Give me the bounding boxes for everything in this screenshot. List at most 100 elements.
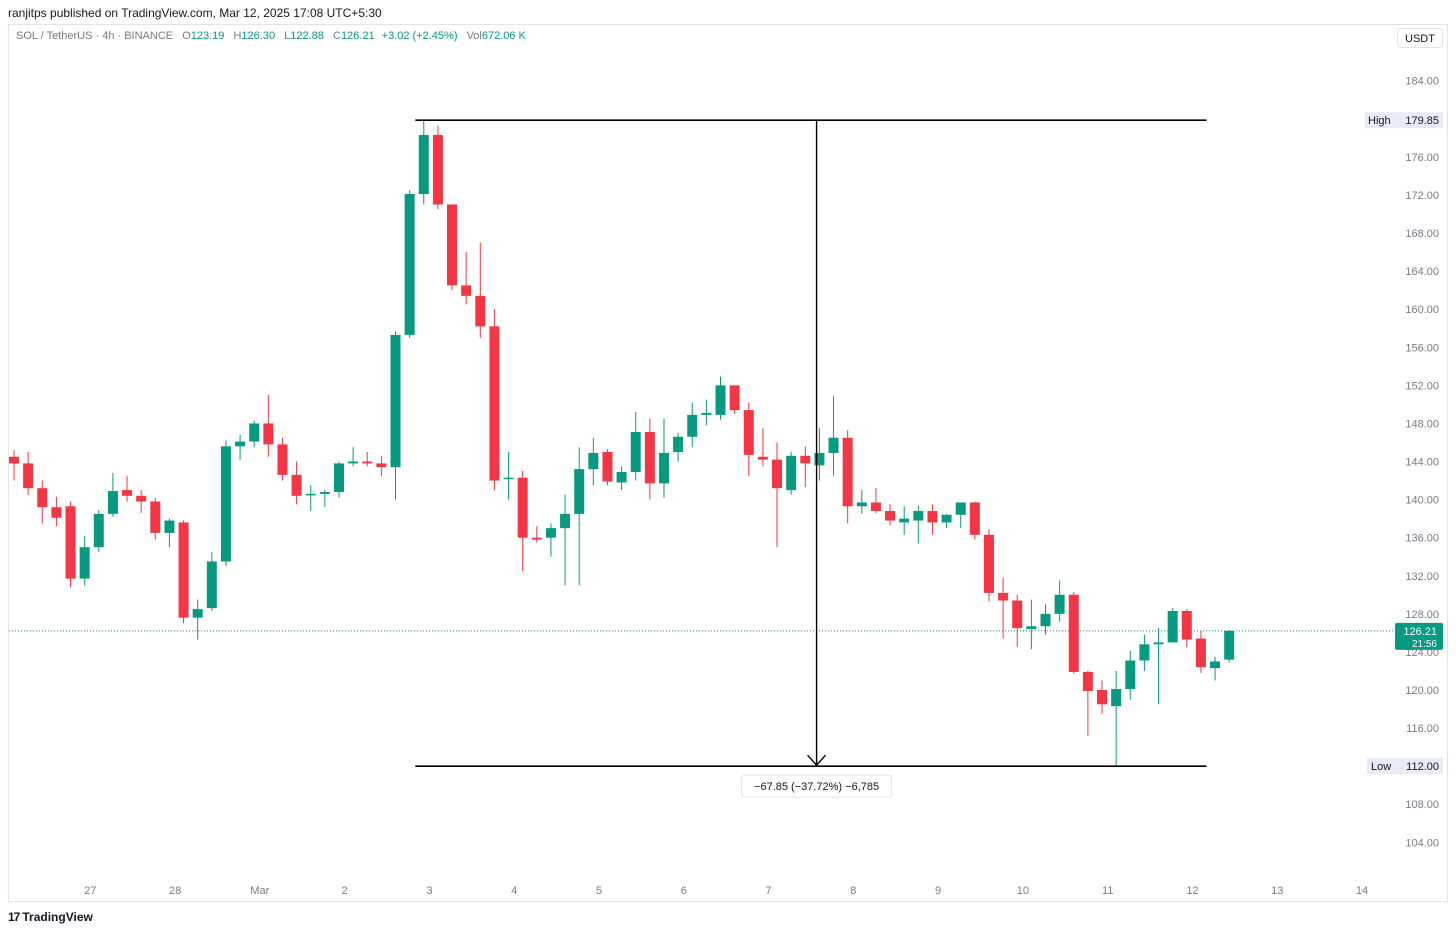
candle-body [630, 432, 641, 472]
candle-body [687, 414, 698, 437]
candle-body [729, 385, 740, 411]
candle-body [870, 502, 881, 512]
candle-body [772, 459, 783, 489]
tradingview-logo-icon: 17 [8, 910, 20, 924]
x-tick-label: 5 [596, 885, 602, 897]
current-price-tag [1395, 622, 1443, 650]
y-tick-label: 136.00 [1405, 533, 1439, 545]
candle-body [828, 437, 839, 453]
candle-body [37, 488, 48, 508]
candle-body [122, 490, 133, 496]
candle-body [574, 469, 585, 514]
candle-body [206, 561, 217, 609]
candle-body [531, 537, 542, 540]
candle-body [658, 452, 669, 484]
candle-body [616, 471, 627, 483]
high-value: 179.85 [1405, 115, 1439, 127]
tradingview-footer[interactable]: 17 TradingView [8, 910, 93, 924]
candle-body [1012, 600, 1023, 629]
publisher-line: ranjitps published on TradingView.com, M… [8, 6, 382, 20]
low-label: Low [1371, 761, 1391, 773]
y-tick-label: 148.00 [1405, 418, 1439, 430]
candle-body [503, 477, 514, 480]
price-range-measure[interactable]: −67.85 (−37.72%) −6,785 [415, 119, 1207, 798]
y-tick-label: 120.00 [1405, 685, 1439, 697]
y-tick-label: 104.00 [1405, 837, 1439, 849]
candle-body [941, 514, 952, 523]
low-value: 122.88 [290, 30, 324, 42]
x-tick-label: 14 [1356, 885, 1368, 897]
measure-label-box [741, 774, 893, 798]
candle-body [1111, 689, 1122, 707]
y-tick-label: 156.00 [1405, 342, 1439, 354]
open-value: 123.19 [190, 30, 225, 42]
x-tick-label: 12 [1186, 885, 1198, 897]
x-tick-label: Mar [250, 885, 269, 897]
candle-body [220, 446, 231, 562]
chart-frame [8, 24, 1448, 902]
x-tick-label: 4 [511, 885, 517, 897]
candle-body [1224, 630, 1235, 660]
candle-body [235, 441, 246, 447]
symbol-label[interactable]: SOL / TetherUS · 4h · BINANCE [16, 30, 174, 42]
candle-body [362, 461, 373, 464]
price-axis: 184.00 176.00 172.00 168.00 164.00 160.00 156.… [1405, 76, 1439, 850]
candle-body [743, 410, 754, 455]
y-tick-label: 140.00 [1405, 495, 1439, 507]
bar-countdown: 21:56 [1412, 639, 1437, 650]
y-tick-label: 176.00 [1405, 152, 1439, 164]
candle-body [588, 452, 599, 470]
y-tick-label: 144.00 [1405, 457, 1439, 469]
y-tick-label: 152.00 [1405, 380, 1439, 392]
candle-body [1153, 642, 1164, 645]
candle-body [277, 444, 288, 475]
candle-body [560, 513, 571, 529]
candles [9, 120, 1235, 767]
symbol-legend: SOL / TetherUS · 4h · BINANCE O123.19 H1… [16, 30, 526, 42]
y-tick-label: 124.00 [1405, 647, 1439, 659]
candle-body [885, 511, 896, 521]
y-tick-label: 116.00 [1406, 723, 1439, 735]
candle-body [1054, 594, 1065, 614]
open-label: O [182, 30, 191, 42]
candle-body [319, 491, 330, 494]
y-tick-label: 128.00 [1405, 609, 1439, 621]
candle-body [842, 437, 853, 507]
y-tick-label: 184.00 [1405, 76, 1439, 88]
candle-body [9, 456, 19, 464]
candle-body [1181, 610, 1192, 640]
candle-body [715, 385, 726, 415]
candle-body [913, 511, 924, 521]
currency-button[interactable]: USDT [1397, 28, 1443, 48]
candle-body [65, 506, 76, 579]
candle-body [249, 423, 260, 442]
y-tick-label: 132.00 [1405, 571, 1439, 583]
low-label-box [1367, 758, 1443, 775]
y-tick-label: 168.00 [1405, 228, 1439, 240]
y-tick-label: 172.00 [1405, 190, 1439, 202]
candle-body [969, 502, 980, 535]
candle-body [136, 495, 147, 502]
volume-value: 672.06 K [481, 30, 526, 42]
x-tick-label: 28 [169, 885, 181, 897]
brand-name: TradingView [22, 910, 93, 924]
high-label: High [1368, 115, 1391, 127]
change-value: +3.02 (+2.45%) [381, 30, 458, 42]
candle-body [955, 502, 966, 515]
candle-body [1026, 626, 1037, 630]
candle-body [291, 474, 302, 496]
x-tick-label: 27 [84, 885, 96, 897]
candle-body [348, 461, 359, 464]
candle-body [1068, 594, 1079, 672]
candle-body [545, 528, 556, 538]
candle-body [1210, 661, 1221, 669]
candle-body [93, 513, 104, 548]
y-tick-label: 164.00 [1405, 266, 1439, 278]
candle-body [983, 534, 994, 593]
candle-body [461, 285, 472, 296]
candle-body [51, 507, 62, 518]
x-tick-label: 9 [935, 885, 941, 897]
candle-body [1040, 613, 1051, 627]
